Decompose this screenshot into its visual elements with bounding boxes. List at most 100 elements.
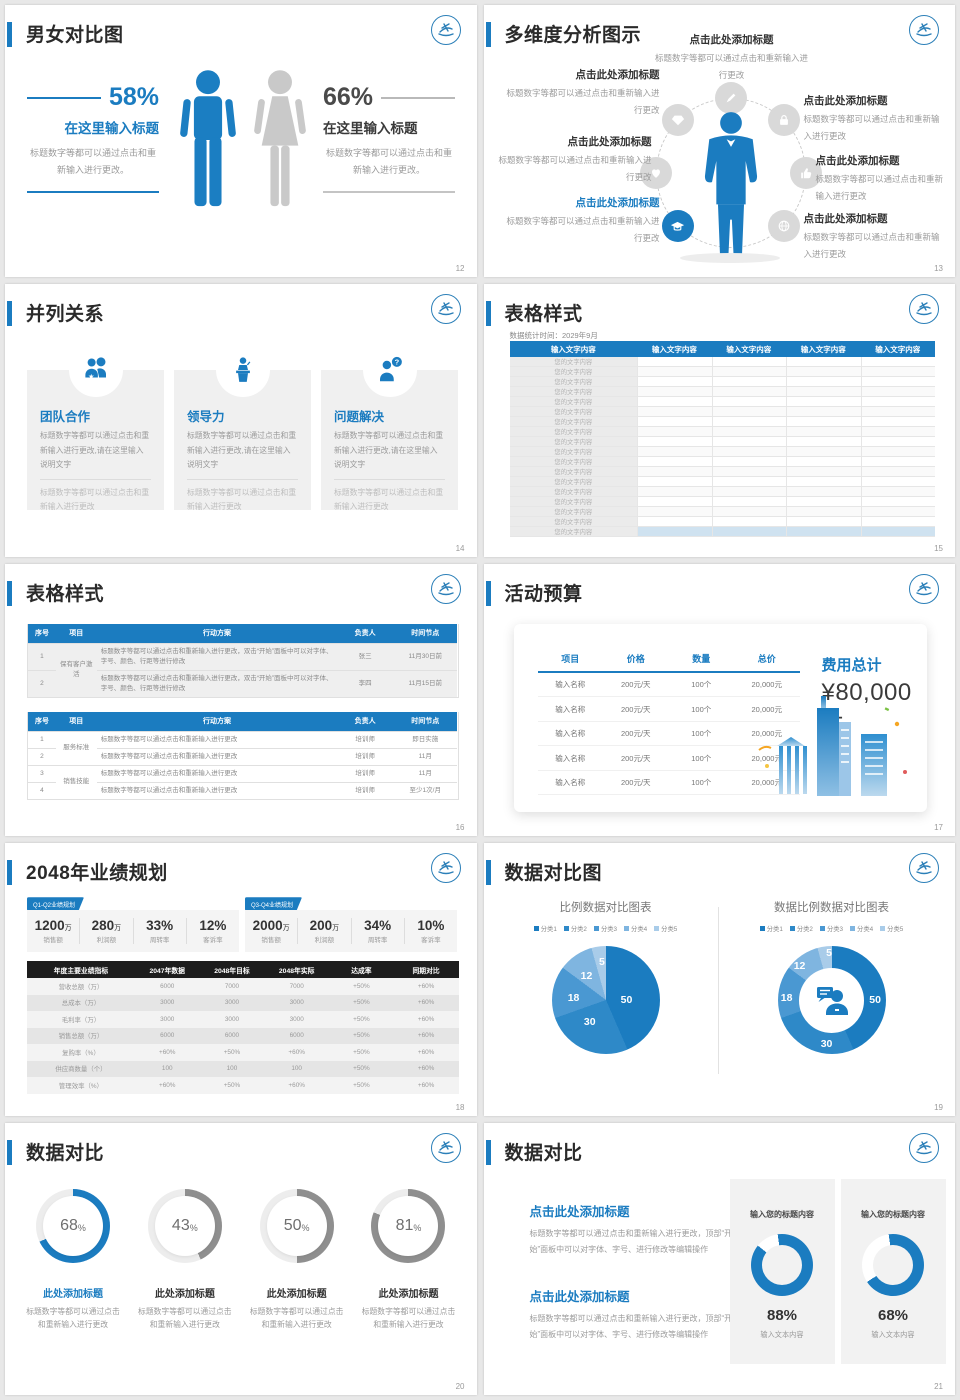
- male-stat-block: 58% 在这里输入标题 标题数字等都可以通过点击和重新输入进行更改。: [27, 83, 160, 194]
- table-row: 输入名称 200元/天 100个 20,000元: [537, 722, 800, 747]
- slide-14: 并列关系 团队合作 标题数字等都可以通过点击和重新输入进行更改,请在这里输入说明…: [5, 284, 477, 557]
- slide-title: 2048年业绩规划: [26, 863, 168, 885]
- pie-chart-panel: 比例数据对比图表 分类1 分类2 分类3 分类4 分类5 50 30 18 12…: [500, 899, 712, 1055]
- gauge-label: 此处添加标题: [43, 1288, 103, 1300]
- gauge-label: 此处添加标题: [378, 1288, 439, 1300]
- table-cell: 3: [28, 764, 56, 782]
- divider-line: [27, 191, 159, 194]
- legend-swatch: [624, 926, 630, 932]
- table-row: 您的文字内容: [509, 407, 935, 418]
- table-cell: 至少1次/月: [393, 781, 458, 799]
- table-cell: 培训师: [337, 781, 394, 799]
- table-row: 总成本（万） 3000 3000 3000 +50% +60%: [27, 994, 459, 1012]
- table-cell: [711, 427, 786, 437]
- block-title: 点击此处添加标题: [529, 1289, 630, 1304]
- table-cell: 您的文字内容: [509, 407, 638, 417]
- brand-logo: [430, 853, 461, 884]
- budget-card: 项目 价格 数量 总价 输入名称 200元/天 100个 20,000元 输入名称 200…: [513, 623, 927, 813]
- gauge-row: 68% 此处添加标题 标题数字等都可以通过点击和重新输入进行更改 43% 此处添…: [21, 1188, 461, 1332]
- stat-item: 280万 利润额: [79, 918, 132, 945]
- male-subtitle: 在这里输入标题: [64, 121, 160, 136]
- total-label: 费用总计: [821, 656, 882, 674]
- slide-16: 表格样式 序号 项目 行动方案 负责人 时间节点 1 保有客户激活 标题数字等都…: [5, 563, 477, 837]
- block-title: 点击此处添加标题: [529, 1204, 630, 1219]
- legend-swatch: [759, 926, 765, 932]
- column-header: 序号: [28, 711, 56, 731]
- table-header: 输入文字内容 输入文字内容 输入文字内容 输入文字内容 输入文字内容: [509, 341, 935, 358]
- legend-item: 分类1: [759, 924, 783, 933]
- stats-strip-q1q2: 1200万 销售额 280万 利润额 33% 周转率 12% 客诉率: [27, 910, 239, 953]
- table-cell: 总成本（万）: [61, 1000, 101, 1008]
- legend-swatch: [880, 926, 886, 932]
- slide-title: 数据对比: [26, 1142, 105, 1164]
- card-note: 标题数字等都可以通过点击和重新输入进行更改: [40, 487, 150, 512]
- column-header: 项目: [55, 623, 97, 643]
- gauge-block: 81% 此处添加标题 标题数字等都可以通过点击和重新输入进行更改: [356, 1188, 460, 1332]
- consultant-icon: [816, 987, 848, 1016]
- table-cell: 标题数字等都可以通过点击和重新输入进行更改，双击“开始”面板中可以对字体、字号、…: [96, 669, 338, 698]
- callout-right-3: 点击此处添加标题 标题数字等都可以通过点击和重新输入进行更改: [804, 211, 946, 262]
- table-cell: 3000: [224, 999, 240, 1007]
- table-cell: 您的文字内容: [509, 507, 638, 517]
- action-table-1: 序号 项目 行动方案 负责人 时间节点 1 保有客户激活 标题数字等都可以通过点…: [27, 623, 459, 699]
- table-cell: +60%: [288, 1081, 305, 1089]
- table-cell: [860, 407, 935, 417]
- table-cell: [637, 487, 711, 497]
- table-cell: [860, 457, 935, 467]
- table-cell: [637, 447, 711, 457]
- table-cell: 标题数字等都可以通过点击和重新输入进行更改: [96, 781, 338, 799]
- page-number: 15: [934, 543, 943, 553]
- card-percentage: 88%: [766, 1306, 798, 1324]
- table-cell: [711, 417, 786, 427]
- table-row: 输入名称 200元/天 100个 20,000元: [537, 771, 800, 796]
- table-header: 项目 价格 数量 总价: [537, 652, 800, 673]
- table-cell: [786, 357, 860, 367]
- female-percentage: 66%: [323, 83, 374, 111]
- stat-item: 1200万 销售额: [34, 918, 72, 945]
- divider-line: [381, 96, 455, 99]
- column-header: 价格: [626, 653, 645, 664]
- table-cell: +50%: [353, 982, 370, 990]
- callout-title: 点击此处添加标题: [815, 155, 900, 167]
- lecturer-icon: [215, 343, 270, 398]
- gauge-body: 标题数字等都可以通过点击和重新输入进行更改: [249, 1306, 344, 1330]
- table-row: 复购率（%） +60% +50% +60% +50% +60%: [27, 1044, 459, 1061]
- progress-ring: 81%: [371, 1188, 446, 1263]
- table-row: 您的文字内容: [509, 497, 935, 508]
- table-cell: [786, 407, 860, 417]
- table-row: 输入名称 200元/天 100个 20,000元: [537, 746, 800, 771]
- table-cell: 200元/天: [620, 753, 651, 763]
- page-number: 18: [455, 1102, 465, 1112]
- slice-label: 50: [620, 993, 633, 1006]
- table-cell: +60%: [417, 1032, 435, 1040]
- stat-item: 200万 利润额: [297, 918, 350, 945]
- diamond-icon: [661, 104, 694, 136]
- accent-bar: [7, 301, 12, 327]
- table-cell: 标题数字等都可以通过点击和重新输入进行更改: [96, 747, 338, 765]
- progress-ring: 43%: [147, 1188, 222, 1263]
- table-cell: [637, 477, 711, 487]
- gauge-body: 标题数字等都可以通过点击和重新输入进行更改: [138, 1306, 232, 1330]
- table-cell: [711, 507, 786, 517]
- chart-legend: 分类1 分类2 分类3 分类4 分类5: [726, 924, 938, 933]
- slide-title: 男女对比图: [26, 25, 124, 46]
- logo-glyph: [916, 1140, 932, 1154]
- card-body: 标题数字等都可以通过点击和重新输入进行更改,请在这里输入说明文字: [40, 431, 150, 470]
- column-header: 输入文字内容: [726, 344, 772, 354]
- table-cell: [786, 387, 860, 397]
- card-teamwork: 团队合作 标题数字等都可以通过点击和重新输入进行更改,请在这里输入说明文字 标题…: [27, 343, 164, 511]
- slice-label: 30: [583, 1016, 596, 1029]
- table-cell: [637, 437, 711, 447]
- table-cell: 标题数字等都可以通过点击和重新输入进行更改: [96, 730, 338, 748]
- donut-chart: 50 30 18 12 5: [777, 946, 886, 1055]
- column-header: 负责人: [337, 711, 394, 731]
- page-number: 20: [455, 1381, 465, 1391]
- female-stat-block: 66% 在这里输入标题 标题数字等都可以通过点击和重新输入进行更改。: [323, 83, 455, 194]
- table-row: 输入名称 200元/天 100个 20,000元: [537, 673, 800, 698]
- table-cell: 您的文字内容: [509, 527, 638, 537]
- table-cell: +60%: [158, 1048, 176, 1056]
- table-row: 您的文字内容: [509, 377, 935, 388]
- table-cell: +60%: [417, 1015, 435, 1023]
- table-cell: [786, 507, 860, 517]
- text-block-2: 点击此处添加标题 标题数字等都可以通过点击和重新输入进行更改，顶部“开始”面板中…: [530, 1286, 742, 1343]
